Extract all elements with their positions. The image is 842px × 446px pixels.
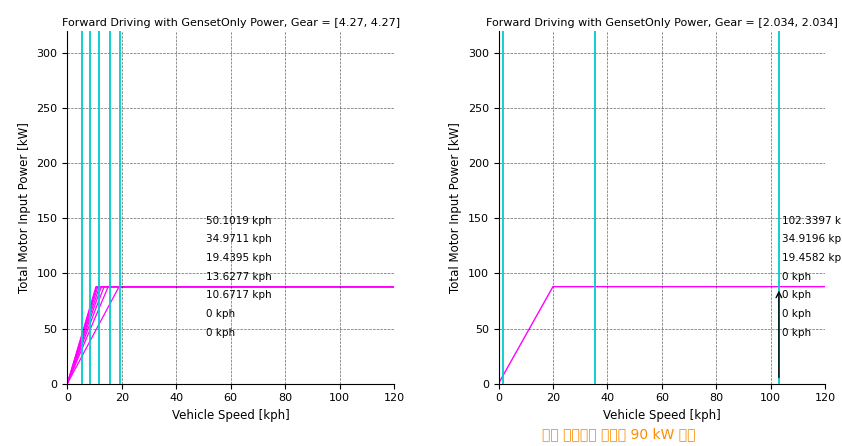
Text: 0 kph: 0 kph bbox=[781, 328, 811, 338]
Text: 13.6277 kph: 13.6277 kph bbox=[206, 272, 272, 282]
Text: 평지 순항속도 주행시 90 kW 소요: 평지 순항속도 주행시 90 kW 소요 bbox=[542, 428, 695, 442]
Text: 0 kph: 0 kph bbox=[781, 272, 811, 282]
Text: 34.9711 kph: 34.9711 kph bbox=[206, 234, 272, 244]
Text: 19.4582 kph: 19.4582 kph bbox=[781, 253, 842, 263]
X-axis label: Vehicle Speed [kph]: Vehicle Speed [kph] bbox=[603, 409, 721, 422]
Text: 10.6717 kph: 10.6717 kph bbox=[206, 290, 272, 301]
Text: 50.1019 kph: 50.1019 kph bbox=[206, 215, 272, 226]
Title: Forward Driving with GensetOnly Power, Gear = [2.034, 2.034]: Forward Driving with GensetOnly Power, G… bbox=[486, 18, 838, 28]
Title: Forward Driving with GensetOnly Power, Gear = [4.27, 4.27]: Forward Driving with GensetOnly Power, G… bbox=[61, 18, 400, 28]
Y-axis label: Total Motor Input Power [kW]: Total Motor Input Power [kW] bbox=[449, 122, 462, 293]
Text: 0 kph: 0 kph bbox=[206, 309, 235, 319]
Text: 19.4395 kph: 19.4395 kph bbox=[206, 253, 272, 263]
Text: 34.9196 kph: 34.9196 kph bbox=[781, 234, 842, 244]
Text: 102.3397 kph: 102.3397 kph bbox=[781, 215, 842, 226]
Y-axis label: Total Motor Input Power [kW]: Total Motor Input Power [kW] bbox=[18, 122, 31, 293]
Text: 0 kph: 0 kph bbox=[781, 309, 811, 319]
X-axis label: Vehicle Speed [kph]: Vehicle Speed [kph] bbox=[172, 409, 290, 422]
Text: 0 kph: 0 kph bbox=[206, 328, 235, 338]
Text: 0 kph: 0 kph bbox=[781, 290, 811, 301]
